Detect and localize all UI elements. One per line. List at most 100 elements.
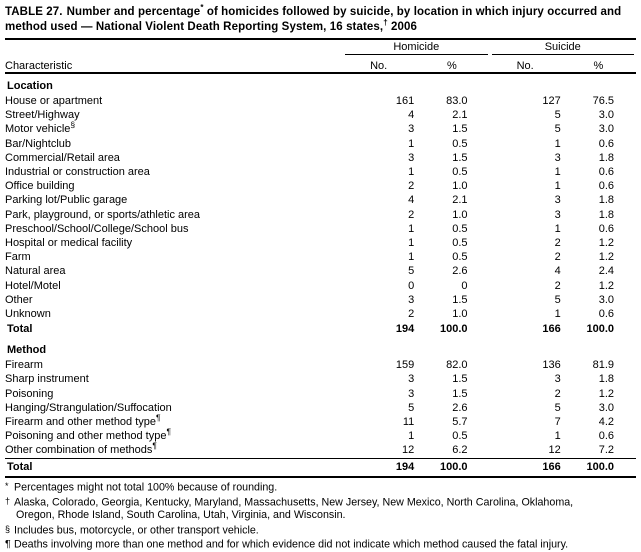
group-row-spacer (5, 40, 343, 55)
cell-suicide-no: 136 (542, 359, 561, 372)
footnotes: * Percentages might not total 100% becaus… (5, 478, 636, 552)
cell-suicide-pct: 0.6 (598, 137, 614, 150)
footnote-dagger: † Alaska, Colorado, Georgia, Kentucky, Ma… (5, 495, 636, 510)
cell-suicide-pct: 0.6 (598, 430, 614, 443)
row-label: Hotel/Motel (5, 279, 61, 292)
row-footnote-mark: § (70, 119, 76, 130)
cell-suicide-no: 7 (554, 416, 561, 429)
subheader-homicide-no: No. (370, 60, 388, 72)
cell-suicide-pct: 3.0 (598, 293, 614, 306)
footnote-dagger-continued: Oregon, Rhode Island, South Carolina, Ut… (16, 509, 346, 522)
cell-homicide-pct: 1.5 (452, 293, 468, 306)
table-row: Hospital or medical facility 1 0.5 2 1.2 (5, 236, 636, 250)
cell-suicide-pct: 3.0 (598, 123, 614, 136)
cell-suicide-pct: 7.2 (598, 444, 614, 457)
cell-suicide-pct: 1.8 (598, 208, 614, 221)
cell-homicide-no: 159 (395, 359, 415, 372)
cell-homicide-pct: 1.0 (452, 208, 468, 221)
table-row: Poisoning and other method type¶ 1 0.5 1… (5, 427, 636, 443)
row-label: Natural area (5, 265, 66, 278)
table-row: Motor vehicle§ 3 1.5 5 3.0 (5, 119, 636, 136)
table-title-part1: Number and percentage (66, 6, 201, 18)
cell-homicide-no: 4 (408, 194, 415, 207)
section-header-method: Method (5, 343, 636, 358)
table-final-total: Total 194 100.0 166 100.0 (5, 459, 636, 476)
cell-homicide-no: 3 (408, 373, 415, 386)
cell-homicide-pct: 1.0 (452, 180, 468, 193)
subheader-suicide-pct: % (593, 60, 604, 72)
section-header-method-label: Method (7, 344, 47, 357)
total-suicide-pct: 100.0 (586, 323, 614, 336)
cell-homicide-pct: 1.5 (452, 123, 468, 136)
bottom-rule (5, 475, 636, 478)
row-label: Commercial/Retail area (5, 151, 120, 164)
table-title-part3: 2006 (387, 21, 418, 33)
row-label: Firearm (5, 359, 43, 372)
table-body: Location House or apartment 161 83.0 127… (5, 74, 636, 458)
total-row-location: Total 194 100.0 166 100.0 (5, 321, 636, 338)
cell-homicide-pct: 1.5 (452, 151, 468, 164)
table-row: Firearm 159 82.0 136 81.9 (5, 358, 636, 372)
cell-suicide-pct: 1.8 (598, 151, 614, 164)
cell-homicide-pct: 83.0 (446, 95, 468, 107)
table-title-part2: of homicides followed by suicide, by loc… (5, 6, 622, 33)
cell-homicide-pct: 2.6 (452, 401, 468, 414)
row-label: Bar/Nightclub (5, 137, 72, 150)
row-label: Motor vehicle§ (5, 119, 343, 136)
table-row: Industrial or construction area 1 0.5 1 … (5, 165, 636, 179)
cell-suicide-pct: 81.9 (592, 359, 614, 372)
total-label: Total (7, 323, 33, 336)
footnote-mark: † (5, 495, 11, 506)
cell-suicide-pct: 2.4 (598, 265, 614, 278)
cell-homicide-no: 1 (408, 251, 415, 264)
total-homicide-pct: 100.0 (439, 323, 468, 336)
cell-suicide-no: 1 (554, 222, 561, 235)
cell-homicide-no: 2 (408, 208, 415, 221)
row-label: Office building (5, 180, 75, 193)
total-homicide-pct: 100.0 (439, 460, 468, 473)
cell-homicide-pct: 0 (461, 279, 468, 292)
table-row: Preschool/School/College/School bus 1 0.… (5, 222, 636, 236)
cell-suicide-no: 127 (542, 95, 561, 107)
cell-homicide-no: 3 (408, 293, 415, 306)
cell-suicide-pct: 76.5 (592, 95, 614, 107)
row-label-text: Firearm and other method type (5, 416, 157, 429)
cell-suicide-no: 4 (554, 265, 561, 278)
row-footnote-mark: ¶ (152, 440, 157, 451)
cell-homicide-no: 1 (408, 430, 415, 443)
cell-homicide-no: 4 (408, 109, 415, 122)
table-row: Park, playground, or sports/athletic are… (5, 208, 636, 222)
cell-suicide-no: 5 (554, 401, 561, 414)
footnote-pilcrow: ¶ Deaths involving more than one method a… (5, 538, 636, 552)
subheader-suicide-no: No. (516, 60, 534, 72)
table-row: Other 3 1.5 5 3.0 (5, 293, 636, 307)
characteristic-header: Characteristic (5, 60, 73, 72)
table-row: Bar/Nightclub 1 0.5 1 0.6 (5, 137, 636, 151)
row-label: Preschool/School/College/School bus (5, 222, 189, 235)
total-label: Total (7, 460, 33, 473)
cell-suicide-pct: 3.0 (598, 109, 614, 122)
table-row: Commercial/Retail area 3 1.5 3 1.8 (5, 151, 636, 165)
column-group-suicide-label: Suicide (491, 41, 634, 55)
footnote-text: Percentages might not total 100% because… (14, 481, 278, 494)
cell-homicide-no: 3 (408, 387, 415, 400)
cell-suicide-no: 3 (554, 373, 561, 386)
cell-homicide-pct: 1.5 (452, 373, 468, 386)
table-row: Office building 2 1.0 1 0.6 (5, 179, 636, 193)
subheader-homicide-pct: % (447, 60, 457, 72)
title-footnote-mark-dagger: † (383, 18, 388, 28)
cell-homicide-pct: 5.7 (452, 416, 468, 429)
row-label-text: Other combination of methods (5, 444, 153, 457)
table-row: Hanging/Strangulation/Suffocation 5 2.6 … (5, 401, 636, 415)
cell-suicide-no: 2 (554, 251, 561, 264)
row-label: Other (5, 293, 33, 306)
cell-homicide-pct: 2.1 (452, 109, 468, 122)
table-row: House or apartment 161 83.0 127 76.5 (5, 94, 636, 108)
total-suicide-no: 166 (542, 323, 561, 336)
cell-suicide-no: 2 (554, 387, 561, 400)
cell-suicide-pct: 0.6 (598, 222, 614, 235)
cell-homicide-no: 5 (408, 401, 415, 414)
cell-suicide-pct: 0.6 (598, 166, 614, 179)
final-total-top-rule (5, 457, 636, 459)
row-label: Farm (5, 251, 31, 264)
